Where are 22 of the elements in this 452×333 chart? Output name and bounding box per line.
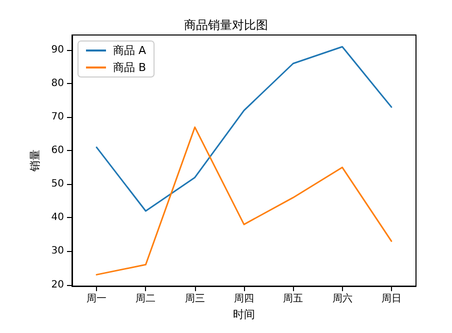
y-tick-label: 80: [51, 78, 64, 90]
y-tick-label: 60: [51, 145, 64, 156]
legend-label: 商品 A: [113, 44, 146, 57]
x-tick-label: 周二: [136, 294, 156, 305]
x-tick-label: 周一: [86, 294, 107, 305]
x-axis-title: 时间: [233, 308, 255, 321]
x-tick-label: 周六: [332, 292, 352, 305]
x-tick-label: 周日: [381, 294, 402, 305]
y-tick-label: 50: [51, 178, 64, 190]
legend-label: 商品 B: [113, 61, 146, 74]
x-tick-label: 周五: [283, 294, 304, 305]
line-series: [96, 126, 392, 276]
y-tick-label: 70: [51, 112, 64, 123]
y-tick-label: 30: [51, 246, 64, 257]
y-tick-label: 40: [51, 212, 64, 224]
y-axis-title: 销量: [28, 150, 42, 173]
x-tick-label: 周四: [234, 294, 254, 305]
y-tick-label: 20: [51, 279, 64, 290]
y-tick-label: 90: [51, 44, 64, 56]
line-series: [96, 46, 392, 212]
chart-title: 商品销量对比图: [184, 18, 268, 32]
x-tick-label: 周三: [184, 294, 205, 305]
